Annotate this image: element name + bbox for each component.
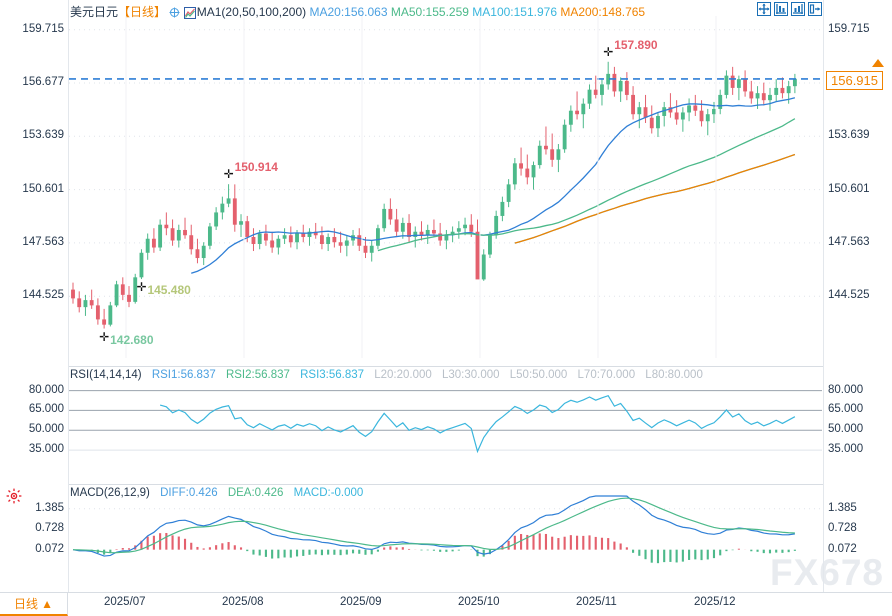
chart-legend: 美元日元【日线】 MA1(20,50,100,200) MA20:156.063… bbox=[70, 3, 645, 22]
axis-separator-left bbox=[68, 0, 69, 592]
macd-hist-value: MACD:-0.000 bbox=[293, 487, 364, 499]
status-bar: 日线 ▲ 2025/07 2025/08 2025/09 2025/10 2025/11… bbox=[0, 592, 892, 616]
macd-title: MACD(26,12,9) bbox=[70, 487, 150, 499]
timeframe-tab-label: 日线 bbox=[14, 597, 39, 611]
rsi2-value: RSI2:56.837 bbox=[225, 369, 290, 381]
axis-tick-label: 147.563 bbox=[828, 235, 870, 248]
panel-divider-macd bbox=[68, 484, 824, 485]
axis-tick-label: 65.000 bbox=[28, 403, 64, 416]
time-axis-label: 2025/10 bbox=[458, 596, 500, 608]
rsi-l80-value: L80:80.000 bbox=[645, 369, 703, 381]
rsi-l70-value: L70:70.000 bbox=[577, 369, 636, 381]
axis-tick-label: 159.715 bbox=[828, 22, 870, 35]
axis-tick-label: 1.385 bbox=[828, 501, 857, 514]
zoom-right-icon[interactable] bbox=[791, 2, 805, 16]
axis-tick-label: 0.728 bbox=[35, 522, 64, 535]
axis-tick-label: 0.072 bbox=[35, 542, 64, 555]
rsi-l30-value: L30:30.000 bbox=[442, 369, 500, 381]
price-marker-label: 145.480 bbox=[147, 283, 191, 298]
axis-tick-label: 35.000 bbox=[828, 443, 864, 456]
sort-arrow-icon: ▲ bbox=[41, 596, 53, 611]
price-marker-label: 142.680 bbox=[110, 332, 154, 347]
rsi1-value: RSI1:56.837 bbox=[151, 369, 216, 381]
axis-tick-label: 50.000 bbox=[828, 423, 864, 436]
axis-tick-label: 156.677 bbox=[22, 76, 64, 89]
ma-group-label: MA1(20,50,100,200) bbox=[196, 5, 307, 19]
current-price-arrow-icon bbox=[872, 58, 884, 67]
marker-cross-icon: ✛ bbox=[603, 44, 614, 59]
axis-tick-label: 144.525 bbox=[22, 289, 64, 302]
rsi3-value: RSI3:56.837 bbox=[300, 369, 365, 381]
time-axis-label: 2025/11 bbox=[576, 596, 617, 608]
price-marker-label: 150.914 bbox=[234, 160, 278, 175]
axis-tick-label: 50.000 bbox=[28, 423, 64, 436]
axis-tick-label: 153.639 bbox=[828, 129, 870, 142]
axis-separator-right bbox=[823, 0, 824, 592]
axis-tick-label: 153.639 bbox=[22, 129, 64, 142]
price-chart-canvas[interactable] bbox=[0, 0, 892, 366]
timeframe-tab-daily[interactable]: 日线 ▲ bbox=[0, 593, 68, 616]
axis-tick-label: 144.525 bbox=[828, 289, 870, 302]
price-marker-label: 157.890 bbox=[614, 37, 658, 52]
axis-tick-label: 80.000 bbox=[28, 383, 64, 396]
ma20-value: MA20:156.063 bbox=[309, 5, 388, 19]
time-axis-label: 2025/12 bbox=[694, 596, 736, 608]
rsi-chart-canvas[interactable] bbox=[0, 366, 892, 484]
scroll-to-latest-icon[interactable] bbox=[808, 2, 822, 16]
axis-tick-label: 0.728 bbox=[828, 522, 857, 535]
ma50-value: MA50:155.259 bbox=[390, 5, 469, 19]
marker-cross-icon: ✛ bbox=[136, 280, 147, 295]
ma200-value: MA200:148.765 bbox=[560, 5, 646, 19]
axis-tick-label: 147.563 bbox=[22, 235, 64, 248]
macd-dea-value: DEA:0.426 bbox=[227, 487, 284, 499]
symbol-label: 美元日元 bbox=[70, 5, 119, 19]
axis-tick-label: 159.715 bbox=[22, 22, 64, 35]
macd-legend: MACD(26,12,9) DIFF:0.426 DEA:0.426 MACD:… bbox=[70, 487, 370, 499]
move-crosshair-icon[interactable] bbox=[757, 2, 771, 16]
period-label: 【日线】 bbox=[118, 5, 167, 19]
rsi-legend: RSI(14,14,14) RSI1:56.837 RSI2:56.837 RS… bbox=[70, 369, 710, 381]
current-price-badge[interactable]: 156.915 bbox=[826, 70, 883, 90]
rsi-l20-value: L20:20.000 bbox=[374, 369, 432, 381]
axis-tick-label: 150.601 bbox=[828, 182, 870, 195]
axis-tick-label: 65.000 bbox=[828, 403, 864, 416]
macd-chart-canvas[interactable] bbox=[0, 484, 892, 592]
time-axis-label: 2025/08 bbox=[222, 596, 264, 608]
chart-icon[interactable] bbox=[183, 7, 196, 22]
rsi-l50-value: L50:50.000 bbox=[509, 369, 568, 381]
axis-tick-label: 35.000 bbox=[28, 443, 64, 456]
marker-cross-icon: ✛ bbox=[223, 167, 234, 182]
crosshair-icon[interactable] bbox=[169, 7, 180, 21]
macd-diff-value: DIFF:0.426 bbox=[160, 487, 218, 499]
ma100-value: MA100:151.976 bbox=[472, 5, 558, 19]
zoom-left-icon[interactable] bbox=[774, 2, 788, 16]
macd-panel[interactable] bbox=[0, 484, 892, 592]
marker-cross-icon: ✛ bbox=[99, 329, 110, 344]
settings-sun-icon[interactable] bbox=[6, 488, 22, 504]
time-axis-label: 2025/07 bbox=[104, 596, 146, 608]
price-panel[interactable] bbox=[0, 0, 892, 366]
time-axis-label: 2025/09 bbox=[340, 596, 382, 608]
axis-tick-label: 150.601 bbox=[22, 182, 64, 195]
rsi-panel[interactable] bbox=[0, 366, 892, 484]
rsi-title: RSI(14,14,14) bbox=[70, 369, 142, 381]
axis-tick-label: 80.000 bbox=[828, 383, 864, 396]
chart-toolbar bbox=[757, 2, 822, 16]
axis-tick-label: 0.072 bbox=[828, 542, 857, 555]
axis-tick-label: 1.385 bbox=[35, 501, 64, 514]
panel-divider-rsi bbox=[68, 366, 824, 367]
